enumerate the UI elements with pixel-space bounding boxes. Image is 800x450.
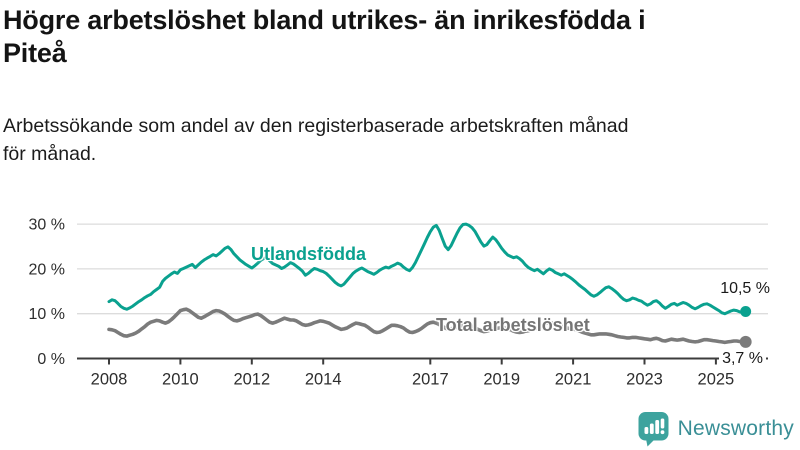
svg-text:10 %: 10 % — [29, 306, 65, 323]
bar-chart-speech-bubble-icon — [638, 412, 669, 447]
svg-text:2012: 2012 — [233, 371, 270, 389]
svg-text:2019: 2019 — [483, 371, 520, 389]
svg-text:2014: 2014 — [305, 371, 342, 389]
page-title: Högre arbetslöshet bland utrikes- än inr… — [3, 4, 783, 70]
series-label-utlandsfodda: Utlandsfödda — [251, 244, 366, 264]
svg-text:2010: 2010 — [162, 371, 199, 389]
line-chart: 0 % 10 % 20 % 30 % 2008 2010 2012 2014 2017 2019 2… — [29, 217, 768, 389]
page-title-line-2: Piteå — [3, 38, 67, 68]
chart-subtitle-line-2: för månad. — [3, 143, 97, 165]
svg-text:2025: 2025 — [698, 371, 735, 389]
svg-text:2021: 2021 — [555, 371, 592, 389]
svg-text:2008: 2008 — [91, 371, 128, 389]
page-title-line-1: Högre arbetslöshet bland utrikes- än inr… — [3, 5, 646, 35]
end-value-label-total-arbetsloshet: 3,7 % — [719, 350, 766, 368]
end-value-label-utlandsfodda: 10,5 % — [720, 280, 770, 297]
newsworthy-logo: Newsworthy — [638, 410, 794, 448]
svg-text:2017: 2017 — [412, 371, 449, 389]
newsworthy-logo-text: Newsworthy — [677, 417, 794, 440]
series-label-total-arbetsloshet: Total arbetslöshet — [436, 315, 590, 335]
svg-text:30 %: 30 % — [29, 217, 65, 234]
chart-subtitle-line-1: Arbetssökande som andel av den registerb… — [3, 115, 629, 137]
svg-text:2023: 2023 — [626, 371, 663, 389]
chart-subtitle: Arbetssökande som andel av den registerb… — [3, 112, 793, 168]
svg-text:0 %: 0 % — [37, 351, 65, 368]
svg-text:20 %: 20 % — [29, 261, 65, 278]
